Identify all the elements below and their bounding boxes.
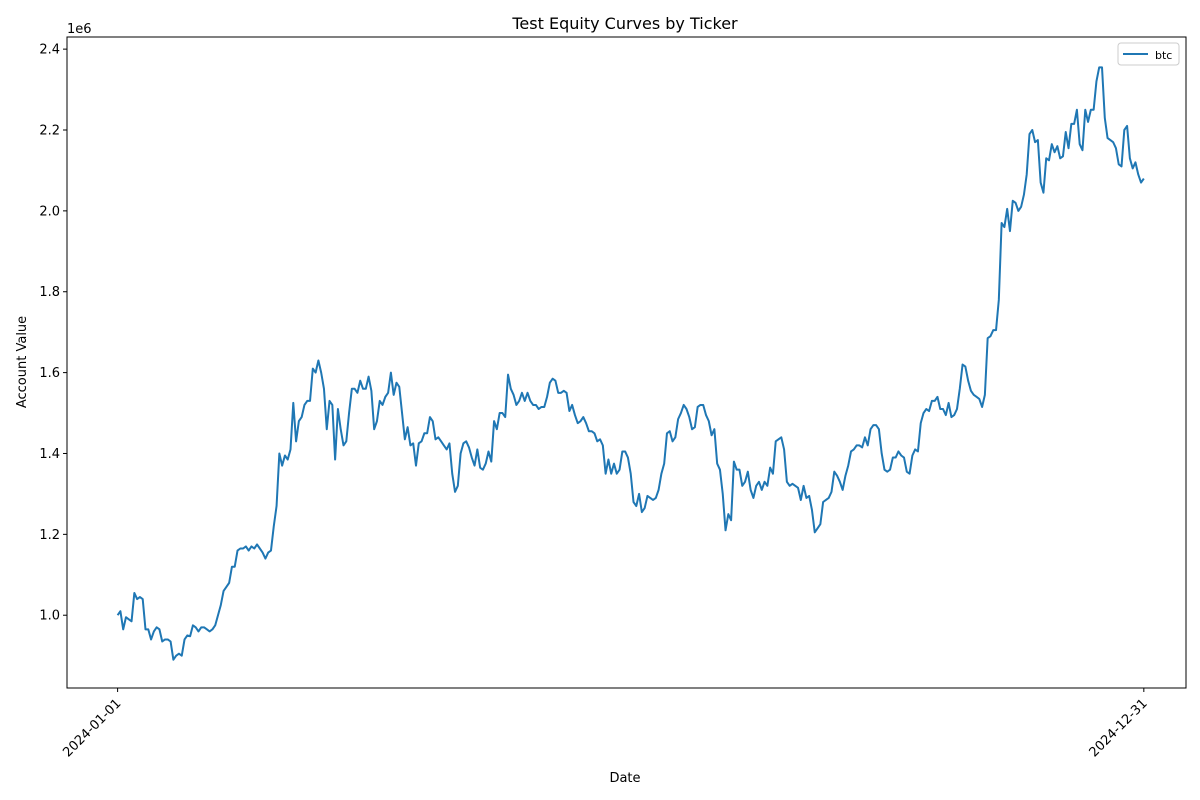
series-layer: [116, 66, 1145, 661]
y-tick-label: 2.4: [39, 43, 60, 58]
y-tick-label: 1.2: [39, 528, 60, 543]
y-tick-label: 1.0: [39, 609, 60, 624]
y-offset-text: 1e6: [67, 22, 92, 37]
legend: btc: [1117, 42, 1180, 66]
y-tick-label: 1.6: [39, 366, 60, 381]
series-line-btc: [116, 66, 1145, 661]
legend-label-btc: btc: [1155, 49, 1172, 62]
plot-frame: [66, 36, 1187, 689]
y-axis-label: Account Value: [15, 316, 30, 408]
y-tick-label: 2.0: [39, 204, 60, 219]
y-axis-ticks: 1.0 1.2 1.4 1.6 1.8 2.0 2.2 2.4: [39, 43, 67, 624]
y-tick-label: 1.8: [39, 285, 60, 300]
chart-title: Test Equity Curves by Ticker: [511, 14, 738, 33]
y-tick-label: 2.2: [39, 124, 60, 139]
legend-box: [1117, 42, 1180, 66]
y-tick-label: 1.4: [39, 447, 60, 462]
x-axis-label: Date: [609, 771, 640, 786]
